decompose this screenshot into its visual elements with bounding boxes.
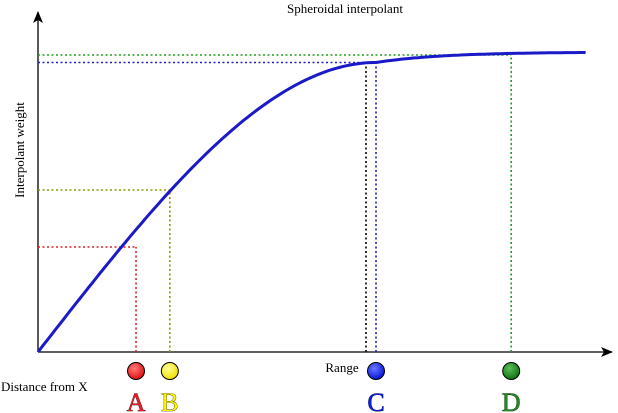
point-d-marker <box>502 362 521 380</box>
x-axis-label: Distance from X <box>1 379 88 394</box>
guide-lines <box>38 54 513 352</box>
point-d-label: D <box>502 388 521 413</box>
point-c-label: C <box>367 388 384 413</box>
point-b-label: B <box>161 388 178 413</box>
point-a-label: A <box>127 388 146 413</box>
y-axis-label: Interpolant weight <box>12 102 27 198</box>
point-b-marker <box>160 362 179 380</box>
point-c-marker <box>367 362 385 380</box>
interpolant-curve <box>36 51 586 353</box>
point-a-marker <box>127 362 146 380</box>
diagram-title: Spheroidal interpolant <box>287 1 403 16</box>
range-label: Range <box>325 360 358 375</box>
